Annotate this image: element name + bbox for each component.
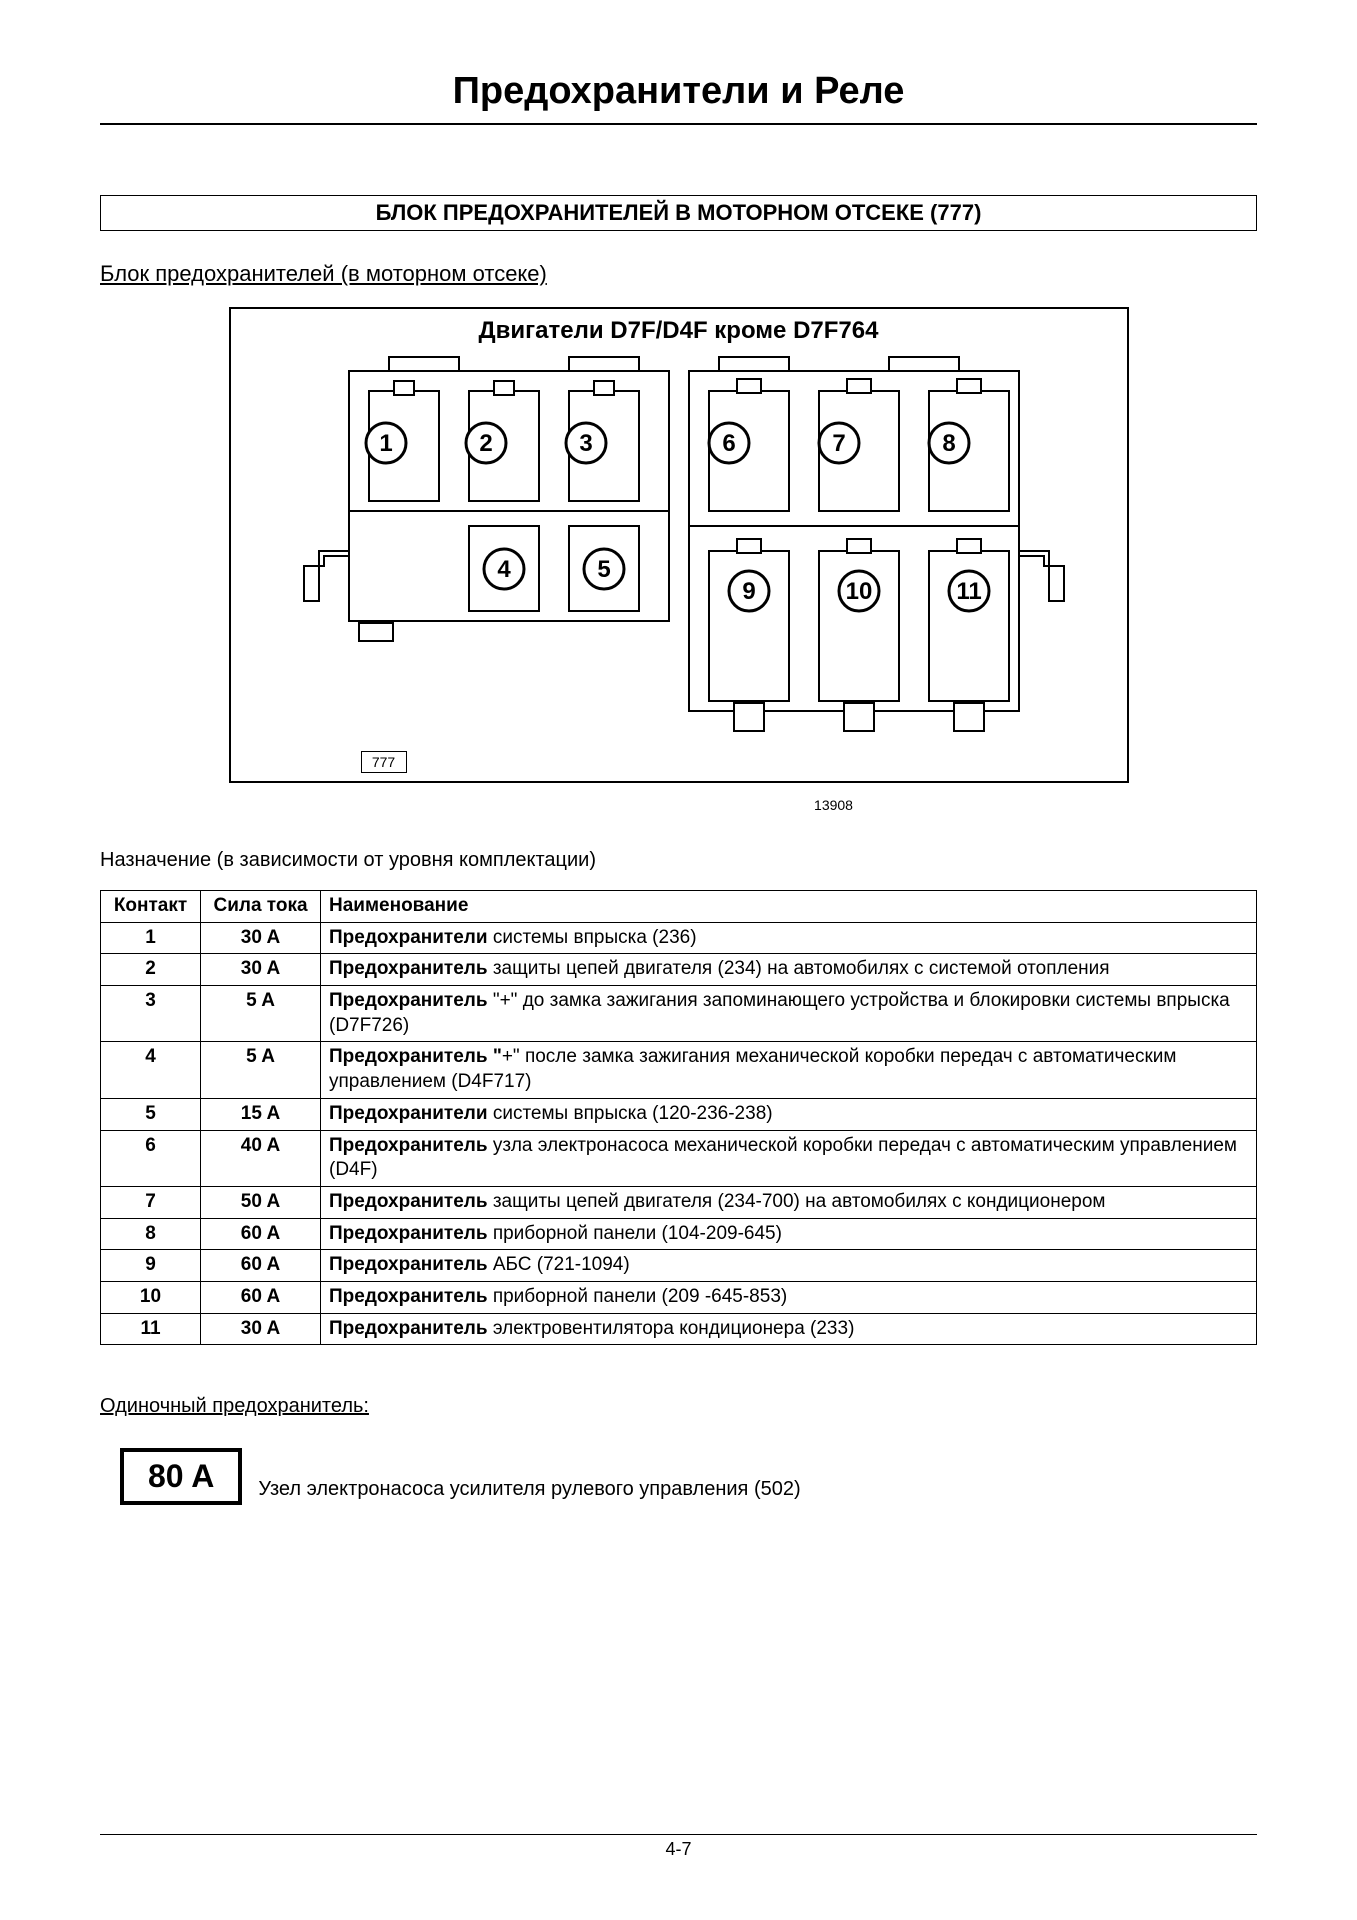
circle-4-label: 4: [497, 556, 511, 583]
circle-6-label: 6: [722, 430, 735, 457]
cell-name: Предохранитель приборной панели (104-209…: [321, 1218, 1257, 1250]
cell-amp: 40 A: [201, 1130, 321, 1186]
cell-contact: 10: [101, 1281, 201, 1313]
cell-amp: 5 A: [201, 1042, 321, 1098]
table-row: 1060 AПредохранитель приборной панели (2…: [101, 1281, 1257, 1313]
cell-contact: 8: [101, 1218, 201, 1250]
figure-code: 13908: [229, 797, 1129, 813]
table-row: 960 AПредохранитель АБС (721-1094): [101, 1250, 1257, 1282]
cell-name: Предохранители системы впрыска (236): [321, 922, 1257, 954]
cell-name: Предохранитель узла электронасоса механи…: [321, 1130, 1257, 1186]
circle-9-label: 9: [742, 578, 755, 605]
circle-10-label: 10: [845, 578, 872, 605]
cell-name: Предохранитель электровентилятора кондиц…: [321, 1313, 1257, 1345]
cell-amp: 30 A: [201, 954, 321, 986]
cell-amp: 15 A: [201, 1098, 321, 1130]
cell-contact: 3: [101, 986, 201, 1042]
fuse-80a-box: 80 A: [120, 1448, 242, 1505]
diagram-title: Двигатели D7F/D4F кроме D7F764: [231, 317, 1127, 345]
table-row: 750 AПредохранитель защиты цепей двигате…: [101, 1186, 1257, 1218]
table-row: 45 AПредохранитель "+" после замка зажиг…: [101, 1042, 1257, 1098]
table-row: 230 AПредохранитель защиты цепей двигате…: [101, 954, 1257, 986]
fusebox-diagram: Двигатели D7F/D4F кроме D7F764: [229, 307, 1129, 783]
single-fuse-heading: Одиночный предохранитель:: [100, 1395, 1257, 1418]
cell-contact: 9: [101, 1250, 201, 1282]
cell-contact: 1: [101, 922, 201, 954]
circle-1-label: 1: [379, 430, 392, 457]
cell-name: Предохранитель защиты цепей двигателя (2…: [321, 1186, 1257, 1218]
fuse-80a-text: Узел электронасоса усилителя рулевого уп…: [258, 1478, 800, 1505]
table-row: 35 AПредохранитель "+" до замка зажигани…: [101, 986, 1257, 1042]
cell-amp: 50 A: [201, 1186, 321, 1218]
table-row: 1130 AПредохранитель электровентилятора …: [101, 1313, 1257, 1345]
fuse-table: Контакт Сила тока Наименование 130 AПред…: [100, 890, 1257, 1345]
table-row: 130 AПредохранители системы впрыска (236…: [101, 922, 1257, 954]
fusebox-svg: 1 2 3 4 5 6 7 8 9 10 11: [269, 351, 1089, 751]
cell-amp: 60 A: [201, 1281, 321, 1313]
section-heading: БЛОК ПРЕДОХРАНИТЕЛЕЙ В МОТОРНОМ ОТСЕКЕ (…: [100, 195, 1257, 231]
cell-contact: 11: [101, 1313, 201, 1345]
table-row: 515 AПредохранители системы впрыска (120…: [101, 1098, 1257, 1130]
cell-name: Предохранитель защиты цепей двигателя (2…: [321, 954, 1257, 986]
cell-name: Предохранитель АБС (721-1094): [321, 1250, 1257, 1282]
cell-amp: 5 A: [201, 986, 321, 1042]
cell-contact: 4: [101, 1042, 201, 1098]
cell-amp: 30 A: [201, 922, 321, 954]
circle-7-label: 7: [832, 430, 845, 457]
cell-amp: 60 A: [201, 1250, 321, 1282]
cell-amp: 60 A: [201, 1218, 321, 1250]
page-footer: 4-7: [100, 1834, 1257, 1860]
cell-name: Предохранитель приборной панели (209 -64…: [321, 1281, 1257, 1313]
cell-contact: 2: [101, 954, 201, 986]
table-row: 640 AПредохранитель узла электронасоса м…: [101, 1130, 1257, 1186]
block-subtitle: Блок предохранителей (в моторном отсеке): [100, 261, 1257, 287]
document-page: Предохранители и Реле БЛОК ПРЕДОХРАНИТЕЛ…: [0, 0, 1357, 1920]
cell-name: Предохранитель "+" до замка зажигания за…: [321, 986, 1257, 1042]
th-amp: Сила тока: [201, 891, 321, 923]
circle-11-label: 11: [956, 578, 981, 605]
circle-3-label: 3: [579, 430, 592, 457]
th-contact: Контакт: [101, 891, 201, 923]
th-name: Наименование: [321, 891, 1257, 923]
cell-amp: 30 A: [201, 1313, 321, 1345]
cell-contact: 6: [101, 1130, 201, 1186]
cell-name: Предохранители системы впрыска (120-236-…: [321, 1098, 1257, 1130]
page-title: Предохранители и Реле: [100, 70, 1257, 125]
circle-2-label: 2: [479, 430, 492, 457]
single-fuse-row: 80 A Узел электронасоса усилителя рулево…: [100, 1448, 1257, 1505]
assignment-label: Назначение (в зависимости от уровня комп…: [100, 849, 1257, 872]
box-777-label: 777: [361, 751, 407, 773]
cell-name: Предохранитель "+" после замка зажигания…: [321, 1042, 1257, 1098]
circle-5-label: 5: [597, 556, 610, 583]
circle-8-label: 8: [942, 430, 955, 457]
table-header-row: Контакт Сила тока Наименование: [101, 891, 1257, 923]
cell-contact: 7: [101, 1186, 201, 1218]
cell-contact: 5: [101, 1098, 201, 1130]
table-row: 860 AПредохранитель приборной панели (10…: [101, 1218, 1257, 1250]
